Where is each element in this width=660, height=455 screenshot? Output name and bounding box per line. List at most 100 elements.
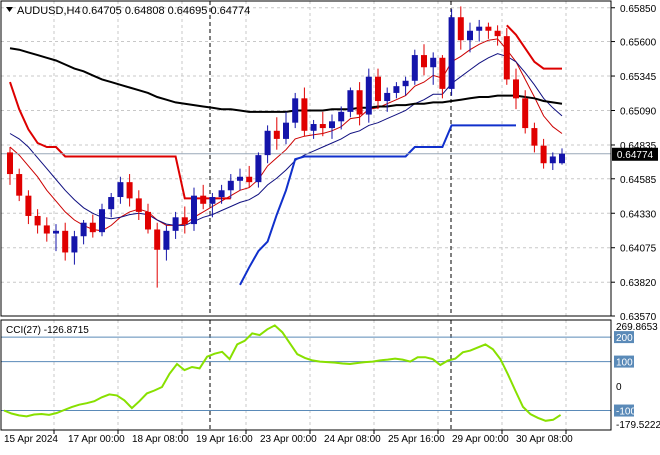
candle [402,76,409,96]
candle [227,174,234,199]
candle-body [191,195,197,225]
candle [99,203,105,237]
candle-body [513,79,519,99]
candle [540,138,547,169]
candle [135,190,142,221]
candles [7,6,565,288]
candle [181,206,188,234]
candle-body [531,128,538,146]
candle-body [559,153,565,164]
candle [338,106,345,130]
candle [494,25,501,46]
candle-body [34,215,41,226]
price-tick-label: 0.63570 [620,312,657,323]
candle-body [71,236,78,253]
candle-body [467,30,473,41]
candle-body [200,195,207,204]
candle-body [365,76,372,115]
candle [301,87,308,137]
candle-body [227,180,234,191]
candle [53,224,59,252]
candle [393,82,400,99]
candle [421,44,427,76]
candle [209,192,216,218]
candle [467,22,473,53]
axes [0,0,612,431]
candle-body [53,230,59,234]
candle-body [89,222,96,233]
candle [411,49,418,85]
candle [218,184,225,204]
candle-body [292,98,299,123]
candle-body [457,17,464,41]
time-tick-label: 17 Apr 00:00 [68,434,125,445]
cci-title: CCI(27) -126.8715 [6,325,89,336]
candle [117,176,124,204]
candle [154,222,161,288]
candle-body [411,55,418,81]
candle-body [375,76,381,102]
candle-body [273,130,280,139]
time-tick-label: 23 Apr 00:00 [260,434,317,445]
candle [513,68,519,110]
candle [7,147,13,185]
candle [246,165,253,188]
candle-body [163,230,170,250]
grid [1,1,611,430]
candle-body [145,211,151,230]
candle-body [108,197,115,210]
symbol-label: AUDUSD,H4 [17,5,81,17]
candle [200,184,207,210]
candle [531,122,538,153]
candle-body [430,57,437,68]
price-tick-label: 0.65090 [620,107,657,118]
candle [375,68,381,110]
candle-body [522,98,529,129]
time-tick-label: 30 Apr 08:00 [516,434,573,445]
candle-body [43,225,50,234]
candle [485,22,492,39]
support-stop-line [239,124,516,286]
candle [430,52,437,85]
candle-body [338,111,345,122]
candle [356,82,363,126]
price-tick-label: 0.65850 [620,4,657,15]
dropdown-triangle-icon[interactable] [6,7,13,12]
time-tick-label: 24 Apr 08:00 [324,434,381,445]
price-tick-label: 0.64330 [620,209,657,220]
candle [319,111,326,137]
candle [365,68,372,123]
price-tick-label: 0.65345 [620,72,657,83]
cci-line [3,324,562,422]
candle-body [255,155,262,183]
price-tick-label: 0.64835 [620,141,657,152]
candle [172,211,179,239]
symbol-header: AUDUSD,H4 0.64705 0.64808 0.64695 0.6477… [6,5,250,17]
candle [80,220,87,245]
cci-level-label: 100 [616,358,633,369]
candle [310,119,317,139]
candle [559,148,565,165]
candle-body [172,217,179,231]
cci-level-label: -100 [616,407,636,418]
candle-body [126,182,133,199]
candle-body [283,122,289,139]
candle [549,152,556,170]
candle [439,55,446,99]
candle-body [476,26,483,31]
candle [292,92,299,129]
candle-body [448,17,455,89]
price-tick-label: 0.65600 [620,38,657,49]
candle [126,174,133,207]
candle-body [16,174,23,196]
cci-level-badge [614,355,634,368]
candle-body [7,152,13,175]
candle [89,214,96,238]
current-price-badge: 0.64774 [612,147,658,161]
candle [457,6,464,50]
candle-body [421,55,427,68]
cci-panel [1,324,611,422]
candle [522,90,529,134]
cci-tick-label: 0 [616,382,622,393]
